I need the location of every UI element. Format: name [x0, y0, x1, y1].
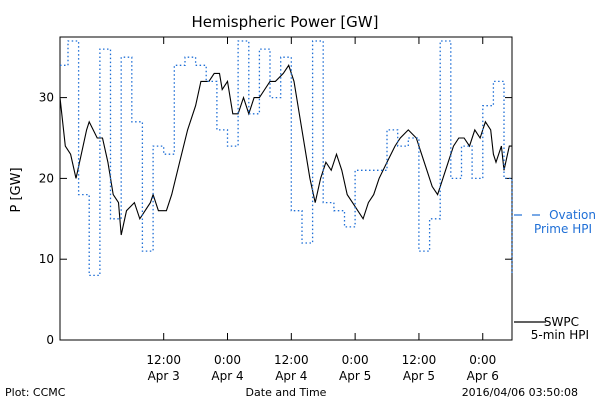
- x-tick-date-label: Apr 4: [275, 369, 307, 383]
- series-ovation-prime-line: [60, 40, 513, 277]
- legend-ovation-label-line2: Prime HPI: [534, 222, 592, 236]
- chart-title: Hemispheric Power [GW]: [192, 13, 379, 31]
- x-tick-date-label: Apr 5: [339, 369, 371, 383]
- x-tick-time-label: 12:00: [402, 353, 437, 367]
- legend-swpc-label-line1: SWPC: [544, 315, 579, 329]
- y-tick-label: 30: [39, 91, 54, 105]
- x-tick-date-label: Apr 5: [403, 369, 435, 383]
- legend-swpc-label-line2: 5-min HPI: [531, 328, 589, 342]
- x-tick-date-label: Apr 4: [211, 369, 243, 383]
- y-tick-label: 0: [46, 333, 54, 347]
- y-axis-label: P [GW]: [9, 167, 24, 212]
- plot-credit: Plot: CCMC: [5, 386, 66, 399]
- x-tick-date-label: Apr 6: [467, 369, 499, 383]
- y-tick-label: 10: [39, 252, 54, 266]
- series-swpc-line: [59, 64, 512, 236]
- series-layer: [59, 40, 513, 277]
- x-tick-time-label: 0:00: [214, 353, 241, 367]
- x-tick-time-label: 0:00: [469, 353, 496, 367]
- x-axis-ticks: 12:00 Apr 3 0:00 Apr 4 12:00 Apr 4 0:00 Apr 5 12…: [146, 37, 499, 383]
- x-tick-date-label: Apr 3: [148, 369, 180, 383]
- x-axis-label: Date and Time: [246, 386, 327, 399]
- x-tick-time-label: 0:00: [342, 353, 369, 367]
- legend-ovation-label-line1: Ovation: [549, 208, 596, 222]
- y-tick-label: 20: [39, 171, 54, 185]
- x-tick-time-label: 12:00: [146, 353, 181, 367]
- plot-timestamp: 2016/04/06 03:50:08: [462, 386, 578, 399]
- plot-frame: [59, 36, 513, 341]
- y-axis-ticks: 0 10 20 30: [39, 91, 512, 347]
- x-tick-time-label: 12:00: [274, 353, 309, 367]
